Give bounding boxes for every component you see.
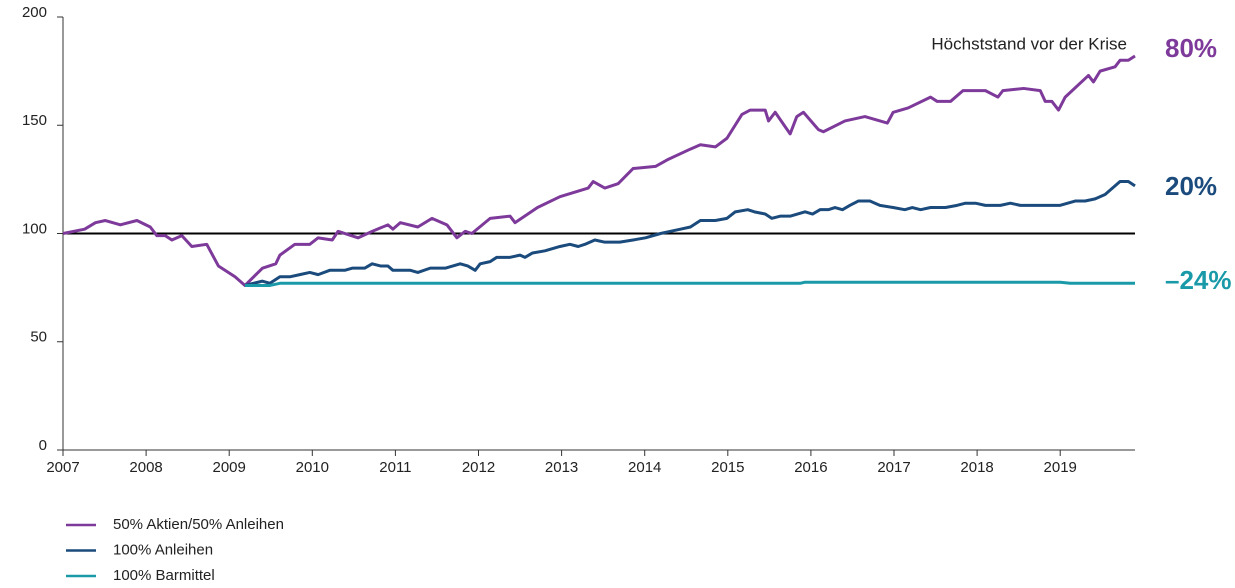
x-tick-label: 2009 [213,459,246,476]
series-line [62,54,1136,287]
x-tick-label: 2018 [960,459,993,476]
x-tick-label: 2011 [379,459,411,476]
annotation: Höchststand vor der Krise [931,34,1127,53]
y-tick-label: 150 [22,112,47,129]
y-tick-label: 50 [30,329,47,346]
end-label: –24% [1165,265,1232,295]
series-line [244,180,1136,287]
x-tick-label: 2015 [711,459,744,476]
x-tick-label: 2007 [46,459,79,476]
series-line [244,280,1135,287]
x-tick-label: 2017 [877,459,910,476]
y-tick-label: 0 [39,437,47,454]
x-tick-label: 2019 [1044,459,1077,476]
x-tick-label: 2008 [129,459,162,476]
legend-label: 100% Barmittel [113,567,215,584]
legend-label: 50% Aktien/50% Anleihen [113,516,284,533]
legend-label: 100% Anleihen [113,541,213,558]
x-tick-label: 2014 [628,459,661,476]
end-label: 20% [1165,171,1217,201]
y-tick-label: 100 [22,220,47,237]
x-tick-label: 2016 [794,459,827,476]
x-tick-label: 2013 [545,459,578,476]
y-tick-label: 200 [22,4,47,21]
x-tick-label: 2012 [462,459,495,476]
end-label: 80% [1165,33,1217,63]
x-tick-label: 2010 [296,459,329,476]
